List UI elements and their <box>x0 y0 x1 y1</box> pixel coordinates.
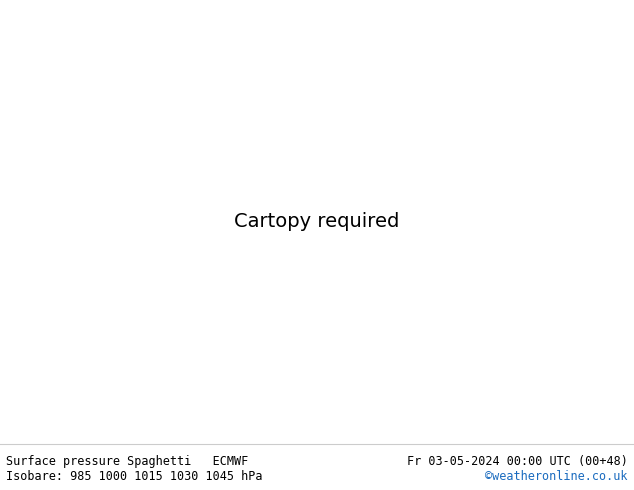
Text: Fr 03-05-2024 00:00 UTC (00+48): Fr 03-05-2024 00:00 UTC (00+48) <box>407 455 628 468</box>
Text: Isobare: 985 1000 1015 1030 1045 hPa: Isobare: 985 1000 1015 1030 1045 hPa <box>6 470 263 483</box>
Text: ©weatheronline.co.uk: ©weatheronline.co.uk <box>485 470 628 483</box>
Text: Cartopy required: Cartopy required <box>235 212 399 231</box>
Text: Surface pressure Spaghetti   ECMWF: Surface pressure Spaghetti ECMWF <box>6 455 249 468</box>
